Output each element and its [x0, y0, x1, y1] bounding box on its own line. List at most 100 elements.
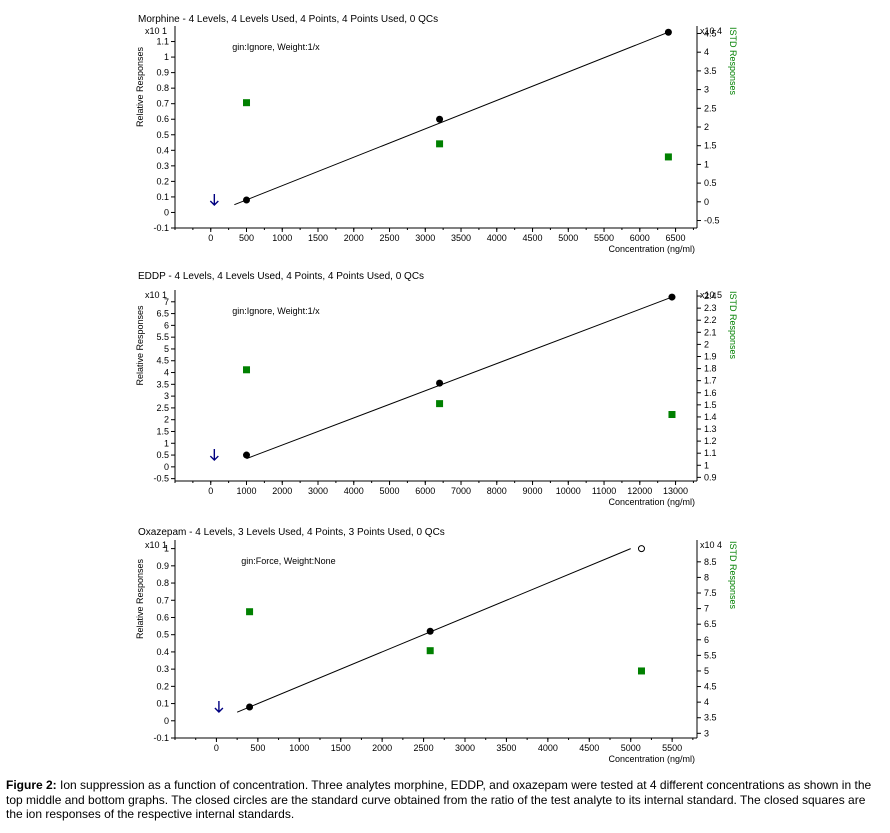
- x-tick-label: 4000: [487, 233, 507, 243]
- y2-tick-label: 1.5: [704, 141, 717, 151]
- y-tick-label: 0.7: [156, 595, 169, 605]
- y-tick-label: 0.8: [156, 83, 169, 93]
- y-tick-label: 2.5: [156, 403, 169, 413]
- down-arrow-icon: [209, 449, 219, 462]
- y-axis-label: Relative Responses: [135, 558, 145, 639]
- istd-square: [664, 153, 672, 161]
- calibration-line: [234, 31, 669, 206]
- y-tick-label: 0: [164, 462, 169, 472]
- caption-text: Ion suppression as a function of concent…: [6, 778, 872, 821]
- y2-tick-label: 6.5: [704, 619, 717, 629]
- down-arrow-icon: [214, 701, 224, 713]
- y-tick-label: 6.5: [156, 309, 169, 319]
- y-tick-label: 5: [164, 344, 169, 354]
- x-axis-label: Concentration (ng/ml): [608, 754, 695, 764]
- y-tick-label: 0.9: [156, 561, 169, 571]
- y-tick-label: 0.5: [156, 630, 169, 640]
- y-tick-label: 0.3: [156, 161, 169, 171]
- x-tick-label: 2000: [344, 233, 364, 243]
- y2-tick-label: 2.5: [704, 103, 717, 113]
- x-tick-label: 1500: [308, 233, 328, 243]
- y2-tick-label: 2.2: [704, 315, 717, 325]
- x-tick-label: 11000: [592, 486, 616, 496]
- fit-annotation: gin:Ignore, Weight:1/x: [232, 42, 320, 52]
- y-tick-label: 0.3: [156, 664, 169, 674]
- x-tick-label: 500: [239, 233, 254, 243]
- y-tick-label: -0.1: [153, 223, 169, 233]
- x-tick-label: 6000: [415, 486, 435, 496]
- y2-tick-label: 3: [704, 728, 709, 738]
- y2-axis-label: ISTD Responses: [728, 27, 738, 96]
- y-tick-label: 1.1: [156, 37, 169, 47]
- y-tick-label: 0.4: [156, 647, 169, 657]
- y-tick-label: 3: [164, 391, 169, 401]
- x-tick-label: 10000: [556, 486, 581, 496]
- istd-square: [436, 140, 444, 148]
- data-point: [664, 28, 672, 36]
- y-tick-label: 0.2: [156, 681, 169, 691]
- y-multiplier: x10 1: [145, 540, 167, 550]
- x-tick-label: 2500: [414, 743, 434, 753]
- x-tick-label: 5500: [662, 743, 682, 753]
- eddp-panel: EDDP - 4 Levels, 4 Levels Used, 4 Points…: [135, 271, 738, 507]
- y2-multiplier: x10 4: [700, 540, 722, 550]
- x-tick-label: 4500: [579, 743, 599, 753]
- x-tick-label: 5000: [380, 486, 400, 496]
- oxazepam-panel: Oxazepam - 4 Levels, 3 Levels Used, 4 Po…: [135, 527, 738, 764]
- y-tick-label: 4: [164, 368, 169, 378]
- y2-tick-label: 1: [704, 159, 709, 169]
- y-tick-label: 0.4: [156, 145, 169, 155]
- y2-tick-label: 1.2: [704, 436, 717, 446]
- figure-caption: Figure 2: Ion suppression as a function …: [6, 778, 884, 822]
- y-multiplier: x10 1: [145, 290, 167, 300]
- y-tick-label: 0.2: [156, 176, 169, 186]
- istd-square: [243, 99, 251, 107]
- down-arrow-icon: [209, 194, 219, 207]
- y2-tick-label: 6: [704, 635, 709, 645]
- x-tick-label: 4000: [344, 486, 364, 496]
- y2-tick-label: 5.5: [704, 650, 717, 660]
- y-tick-label: 0: [164, 207, 169, 217]
- istd-square: [668, 411, 676, 419]
- y2-tick-label: 2.1: [704, 327, 717, 337]
- x-tick-label: 3000: [308, 486, 328, 496]
- x-tick-label: 7000: [451, 486, 471, 496]
- x-tick-label: 1000: [289, 743, 309, 753]
- chart-title: Oxazepam - 4 Levels, 3 Levels Used, 4 Po…: [138, 527, 445, 538]
- y2-tick-label: 4.5: [704, 682, 717, 692]
- caption-label: Figure 2:: [6, 778, 57, 792]
- y-tick-label: 1: [164, 438, 169, 448]
- x-tick-label: 4500: [523, 233, 543, 243]
- y-tick-label: -0.5: [153, 474, 169, 484]
- x-tick-label: 13000: [663, 486, 688, 496]
- data-point: [243, 196, 251, 204]
- x-tick-label: 0: [214, 743, 219, 753]
- x-tick-label: 5000: [558, 233, 578, 243]
- istd-square: [426, 647, 434, 655]
- y2-tick-label: 2.4: [704, 291, 717, 301]
- y-tick-label: 0.8: [156, 578, 169, 588]
- x-tick-label: 500: [250, 743, 265, 753]
- y-tick-label: 2: [164, 415, 169, 425]
- y-tick-label: -0.1: [153, 733, 169, 743]
- x-tick-label: 12000: [627, 486, 652, 496]
- y-tick-label: 3.5: [156, 379, 169, 389]
- y-tick-label: 0.7: [156, 99, 169, 109]
- y-tick-label: 1.5: [156, 426, 169, 436]
- x-axis-label: Concentration (ng/ml): [608, 244, 695, 254]
- x-tick-label: 2500: [380, 233, 400, 243]
- x-tick-label: 2000: [272, 486, 292, 496]
- y2-tick-label: 3: [704, 85, 709, 95]
- y-tick-label: 7: [164, 297, 169, 307]
- y2-tick-label: 1.9: [704, 351, 717, 361]
- y-tick-label: 0.6: [156, 612, 169, 622]
- y2-tick-label: 8.5: [704, 557, 717, 567]
- y2-tick-label: 1.1: [704, 448, 717, 458]
- x-tick-label: 8000: [487, 486, 507, 496]
- y-tick-label: 6: [164, 320, 169, 330]
- istd-square: [637, 667, 645, 675]
- x-axis-label: Concentration (ng/ml): [608, 497, 695, 507]
- fit-annotation: gin:Force, Weight:None: [241, 556, 335, 566]
- data-point: [436, 115, 444, 123]
- x-tick-label: 5500: [594, 233, 614, 243]
